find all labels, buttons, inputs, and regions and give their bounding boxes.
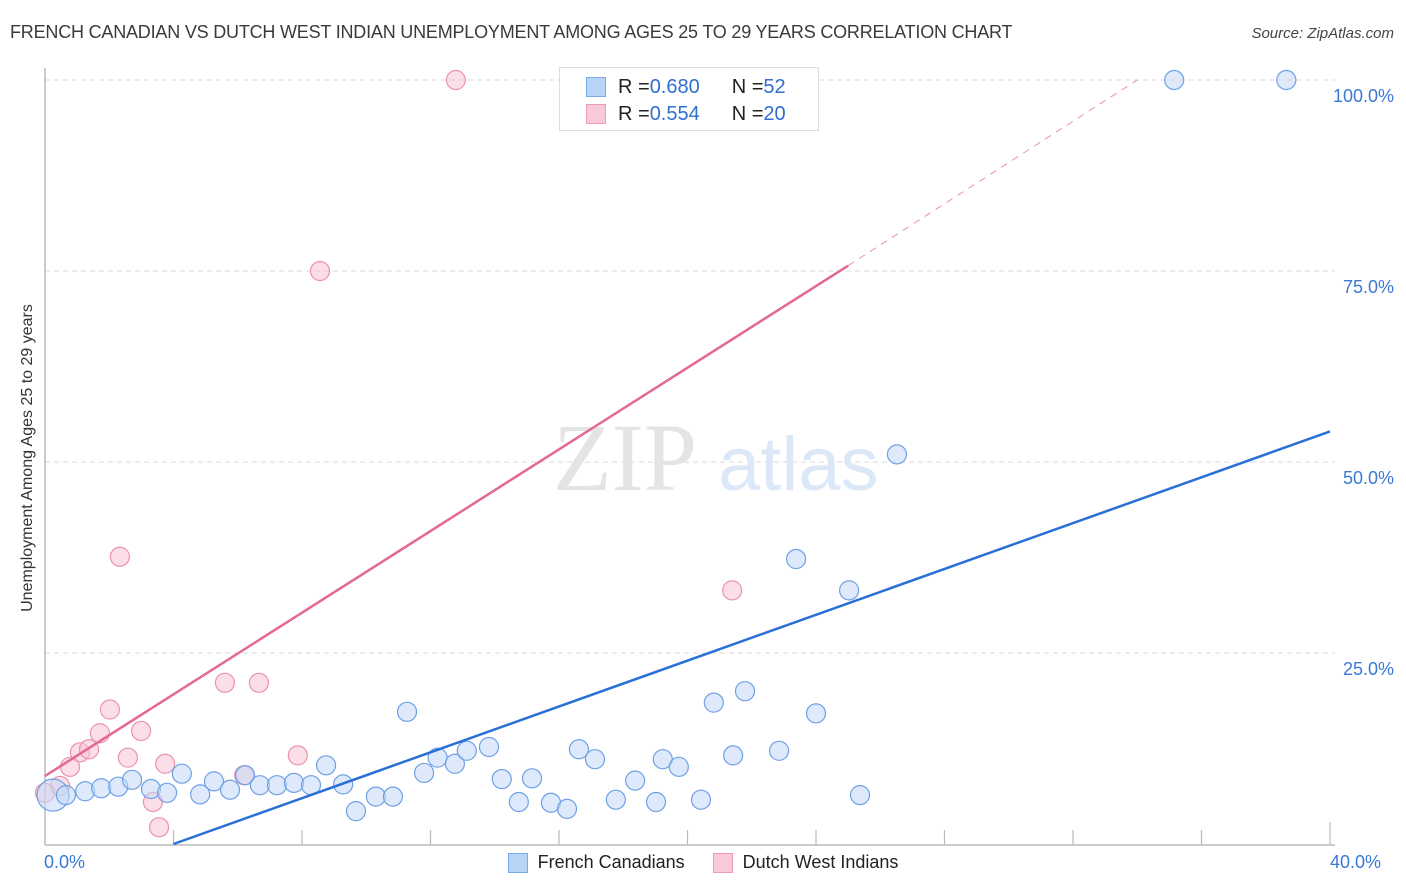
- data-point: [605, 789, 626, 810]
- gridlines: [45, 79, 1335, 654]
- data-point: [838, 580, 860, 601]
- data-point: [568, 739, 590, 760]
- data-point: [190, 784, 211, 805]
- data-point: [478, 736, 500, 758]
- data-point: [556, 798, 578, 819]
- data-point: [121, 769, 143, 790]
- n-value: 52: [763, 75, 786, 98]
- source-label: Source: ZipAtlas.com: [1251, 25, 1394, 42]
- data-point: [214, 672, 235, 693]
- correlation-legend: R = 0.680 N = 52 R = 0.554 N = 20: [559, 67, 819, 131]
- data-point: [734, 681, 756, 702]
- blue-swatch-icon: [507, 852, 528, 873]
- data-point: [491, 768, 512, 790]
- data-point: [456, 740, 477, 761]
- data-point: [785, 548, 807, 570]
- data-point: [117, 747, 138, 768]
- data-point: [315, 755, 337, 776]
- y-tick-75: 75.0%: [1342, 277, 1394, 297]
- data-point: [91, 778, 112, 799]
- data-point: [55, 785, 76, 806]
- pink-swatch-icon: [586, 104, 606, 124]
- data-point: [1164, 69, 1185, 91]
- r-value: 0.554: [649, 102, 700, 125]
- data-point: [345, 801, 367, 822]
- data-point: [703, 692, 724, 713]
- legend-row-french-canadians: R = 0.680 N = 52: [586, 74, 786, 100]
- data-point: [723, 745, 744, 766]
- y-tick-50: 50.0%: [1342, 468, 1394, 488]
- r-value: 0.680: [649, 75, 700, 98]
- data-point: [396, 701, 418, 722]
- chart-title: FRENCH CANADIAN VS DUTCH WEST INDIAN UNE…: [10, 22, 1013, 42]
- n-value: 20: [763, 102, 786, 125]
- data-point: [768, 740, 790, 761]
- legend-label: Dutch West Indians: [742, 852, 899, 872]
- trendlines: [44, 79, 1331, 846]
- r-label: R =: [618, 75, 650, 98]
- data-point: [283, 772, 305, 793]
- series-french-canadians-points: [36, 69, 1297, 822]
- watermark-atlas: atlas: [718, 422, 879, 507]
- legend-row-dutch-west-indians: R = 0.554 N = 20: [586, 101, 786, 127]
- series-legend: French Canadians Dutch West Indians: [0, 852, 1406, 873]
- blue-swatch-icon: [586, 77, 606, 97]
- data-point: [521, 768, 543, 789]
- french-canadians-trendline: [173, 430, 1331, 846]
- data-point: [365, 786, 386, 807]
- data-point: [690, 789, 712, 810]
- y-tick-25: 25.0%: [1342, 659, 1394, 679]
- dutch-west-indians-trendline-extension: [847, 79, 1138, 267]
- data-point: [625, 770, 646, 791]
- data-point: [155, 753, 176, 774]
- data-point: [219, 779, 241, 800]
- data-point: [508, 791, 529, 813]
- legend-item-french-canadians[interactable]: French Canadians: [507, 852, 685, 873]
- data-point: [668, 756, 689, 777]
- x-tick-40: 40.0%: [1330, 852, 1382, 872]
- x-tick-marks: [172, 822, 1331, 845]
- data-point: [266, 775, 288, 796]
- legend-item-dutch-west-indians[interactable]: Dutch West Indians: [712, 852, 899, 873]
- data-point: [248, 672, 270, 693]
- data-point: [382, 786, 404, 807]
- n-label: N =: [731, 102, 764, 125]
- data-point: [171, 763, 192, 784]
- n-label: N =: [731, 75, 764, 98]
- data-point: [109, 546, 130, 567]
- y-tick-100: 100.0%: [1332, 86, 1394, 106]
- dutch-west-indians-trendline: [44, 264, 849, 778]
- pink-swatch-icon: [712, 852, 733, 873]
- data-point: [235, 765, 256, 786]
- legend-label: French Canadians: [537, 852, 685, 872]
- watermark-zip: ZIP: [553, 404, 697, 511]
- data-point: [805, 703, 827, 724]
- x-tick-0: 0.0%: [44, 852, 86, 872]
- data-point: [156, 782, 178, 803]
- data-point: [849, 785, 871, 806]
- data-point: [309, 260, 331, 282]
- data-point: [444, 753, 466, 774]
- data-point: [148, 817, 170, 838]
- data-point: [886, 444, 908, 465]
- data-point: [445, 69, 466, 91]
- data-point: [249, 775, 271, 796]
- data-point: [1276, 69, 1297, 91]
- data-point: [722, 580, 743, 601]
- data-point: [99, 699, 120, 720]
- data-point: [584, 749, 606, 770]
- data-point: [203, 771, 225, 792]
- data-point: [413, 762, 435, 784]
- y-axis-label: Unemployment Among Ages 25 to 29 years: [19, 304, 36, 612]
- r-label: R =: [618, 102, 650, 125]
- data-point: [287, 745, 308, 766]
- data-point: [130, 720, 152, 742]
- data-point: [645, 791, 667, 813]
